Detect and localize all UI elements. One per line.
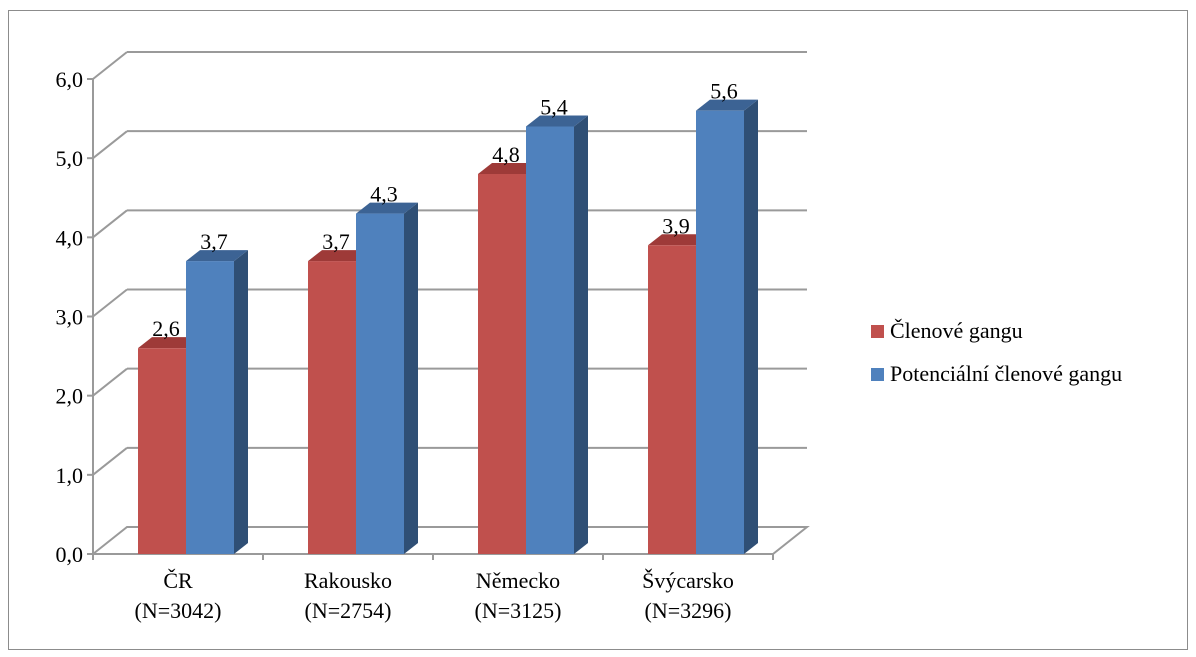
chart-frame: 0,0 1,0 2,0 3,0 4,0 5,0 6,0 2,6 3,7 ČR (N=3042) 3,7… (8, 10, 1188, 650)
bar-s1-c4 (648, 245, 696, 554)
bar-s2-c1 (186, 261, 234, 554)
bar-s2-c2 (356, 213, 404, 555)
bar-top-s2-c2 (356, 202, 418, 214)
y-tick-label: 2,0 (56, 384, 84, 409)
x-tick-label-line-1: Švýcarsko (642, 568, 734, 593)
y-tick-label: 3,0 (56, 305, 84, 330)
x-tick-label-line-1: ČR (163, 568, 193, 593)
bar-top-s2-c4 (696, 99, 758, 111)
x-tick-label-4: Švýcarsko (N=3296) (642, 568, 734, 623)
x-tick-label-3: Německo (N=3125) (475, 568, 562, 623)
bar-top-s2-c3 (526, 115, 588, 127)
bar-top-s1-c1 (138, 337, 200, 349)
x-tick-label-line-1: Rakousko (304, 568, 392, 593)
legend: Členové gangu Potenciální členové gangu (871, 316, 1122, 402)
x-tick-label-line-2: (N=2754) (305, 598, 392, 623)
gridline-diagonal (92, 288, 128, 318)
legend-label-series-2: Potenciální členové gangu (890, 361, 1123, 386)
x-tick-label-1: ČR (N=3042) (135, 568, 222, 623)
y-tick-label: 4,0 (56, 225, 84, 250)
bar-top-s1-c4 (648, 234, 710, 246)
data-label-s2-c4: 5,6 (710, 79, 738, 104)
gridline-diagonal (92, 130, 128, 159)
bar-s2-c3 (526, 126, 574, 554)
legend-swatch-series-1 (871, 324, 884, 338)
legend-label-series-1: Členové gangu (890, 318, 1023, 343)
x-tick-label-2: Rakousko (N=2754) (304, 568, 392, 623)
data-label-s1-c3: 4,8 (492, 142, 520, 167)
bar-top-s1-c2 (308, 250, 370, 262)
bar-side-s2-c1 (234, 250, 248, 555)
bar-top-s1-c3 (478, 163, 540, 174)
bar-top-s2-c1 (186, 250, 248, 262)
bar-s1-c2 (308, 261, 356, 554)
gridline-diagonal (92, 209, 128, 239)
data-label-s1-c4: 3,9 (662, 213, 690, 238)
legend-item-series-2: Potenciální členové gangu (871, 359, 1122, 389)
gridline-diagonal (92, 367, 128, 397)
bar-s1-c1 (138, 348, 186, 554)
x-tick-label-line-2: (N=3296) (645, 598, 732, 623)
bar-s2-c4 (696, 110, 744, 555)
y-tick-label: 5,0 (56, 146, 84, 171)
x-tick-label-line-1: Německo (476, 568, 560, 593)
gridline-diagonal (92, 447, 128, 476)
data-label-s1-c1: 2,6 (152, 316, 180, 341)
x-tick-label-line-2: (N=3125) (475, 598, 562, 623)
legend-swatch-series-2 (871, 367, 884, 381)
bar-chart: 0,0 1,0 2,0 3,0 4,0 5,0 6,0 2,6 3,7 ČR (N=3042) 3,7… (56, 51, 810, 623)
data-label-s1-c2: 3,7 (322, 229, 350, 254)
data-label-s2-c3: 5,4 (540, 95, 568, 120)
y-tick-label: 0,0 (56, 542, 84, 567)
data-label-s2-c2: 4,3 (370, 182, 398, 207)
bar-s1-c3 (478, 174, 526, 554)
gridline-diagonal (92, 51, 128, 80)
y-tick-label: 6,0 (56, 67, 84, 92)
bar-side-s2-c2 (404, 202, 418, 555)
x-tick-label-line-2: (N=3042) (135, 598, 222, 623)
legend-item-series-1: Členové gangu (871, 316, 1122, 346)
bar-side-s2-c3 (574, 115, 588, 554)
bar-side-s2-c4 (744, 99, 758, 555)
y-tick-label: 1,0 (56, 463, 84, 488)
data-label-s2-c1: 3,7 (200, 229, 228, 254)
